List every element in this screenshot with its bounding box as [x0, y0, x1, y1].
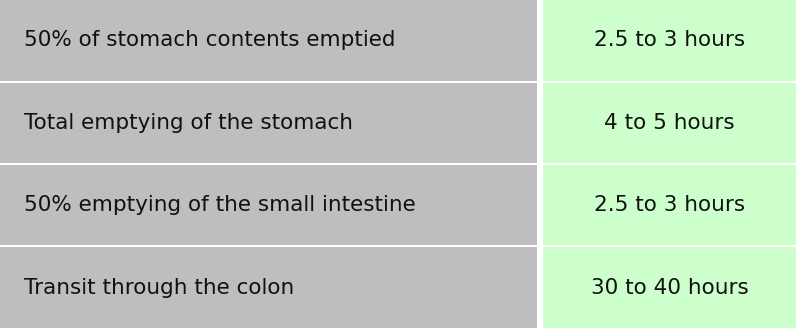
- Bar: [543, 0, 796, 81]
- Text: 50% emptying of the small intestine: 50% emptying of the small intestine: [24, 195, 416, 215]
- Bar: [543, 83, 796, 163]
- Bar: [0, 165, 537, 245]
- Text: 50% of stomach contents emptied: 50% of stomach contents emptied: [24, 31, 396, 51]
- Bar: [0, 83, 537, 163]
- Text: Total emptying of the stomach: Total emptying of the stomach: [24, 113, 353, 133]
- Text: 2.5 to 3 hours: 2.5 to 3 hours: [594, 31, 745, 51]
- Text: 30 to 40 hours: 30 to 40 hours: [591, 277, 748, 297]
- Bar: [543, 165, 796, 245]
- Text: Transit through the colon: Transit through the colon: [24, 277, 295, 297]
- Bar: [0, 247, 537, 328]
- Bar: [543, 247, 796, 328]
- Text: 4 to 5 hours: 4 to 5 hours: [604, 113, 735, 133]
- Text: 2.5 to 3 hours: 2.5 to 3 hours: [594, 195, 745, 215]
- Bar: [0, 0, 537, 81]
